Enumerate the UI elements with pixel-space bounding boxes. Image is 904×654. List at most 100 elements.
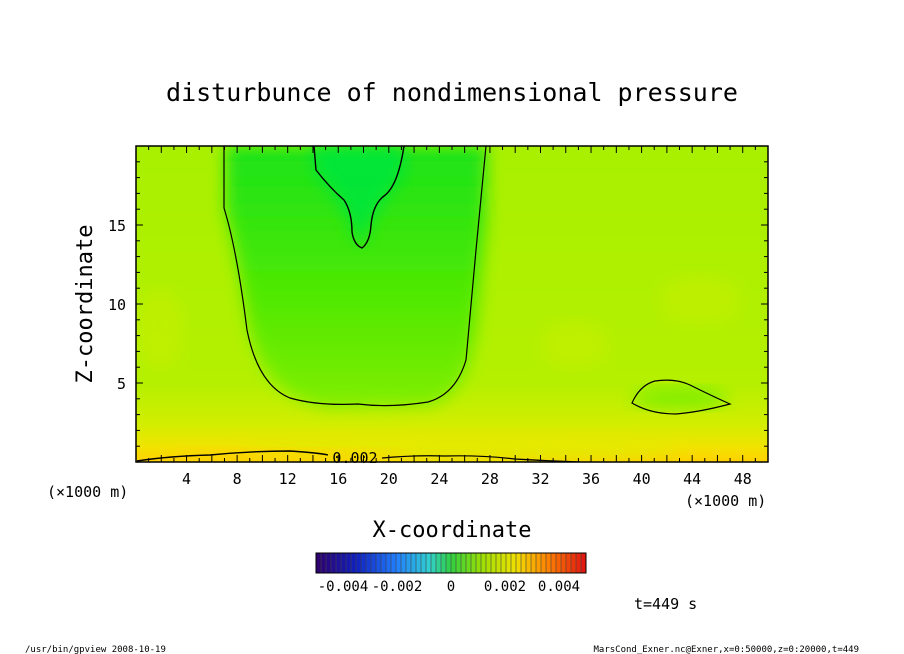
field-trough: [226, 146, 486, 408]
colorbar-cell: [561, 553, 566, 573]
colorbar-cell: [396, 553, 401, 573]
x-tick-label: 20: [380, 470, 398, 488]
colorbar-tick-label: -0.002: [372, 579, 423, 595]
x-tick-label: 36: [582, 470, 600, 488]
contour-label: 0.002: [332, 449, 377, 467]
contour-line: [223, 146, 487, 407]
colorbar-cell: [476, 553, 481, 573]
colorbar-cell: [581, 553, 586, 573]
y-tick-label: 5: [117, 375, 126, 393]
colorbar-tick-label: 0.002: [484, 579, 526, 595]
time-label: t=449 s: [634, 595, 697, 613]
colorbar-cell: [321, 553, 326, 573]
colorbar-cell: [526, 553, 531, 573]
colorbar-cell: [461, 553, 466, 573]
colorbar-cell: [386, 553, 391, 573]
colorbar-cell: [416, 553, 421, 573]
colorbar-cell: [456, 553, 461, 573]
colorbar-cell: [501, 553, 506, 573]
colorbar-cell: [436, 553, 441, 573]
colorbar-cell: [336, 553, 341, 573]
colorbar-cell: [441, 553, 446, 573]
x-tick-label: 40: [633, 470, 651, 488]
colorbar-cell: [506, 553, 511, 573]
y-tick-label: 15: [108, 217, 126, 235]
colorbar-cell: [401, 553, 406, 573]
colorbar-cell: [466, 553, 471, 573]
colorbar-cell: [376, 553, 381, 573]
colorbar-cell: [531, 553, 536, 573]
field-cell: [632, 386, 728, 410]
colorbar-cell: [426, 553, 431, 573]
colorbar-cells: [315, 553, 586, 573]
plot-area: [136, 146, 768, 462]
colorbar-cell: [536, 553, 541, 573]
x-tick-label: 24: [430, 470, 448, 488]
x-tick-label: 4: [182, 470, 191, 488]
x-tick-label: 12: [279, 470, 297, 488]
colorbar-cell: [431, 553, 436, 573]
contour-line: [313, 146, 405, 249]
colorbar-cell: [576, 553, 581, 573]
x-unit-left: (×1000 m): [47, 483, 128, 501]
colorbar: -0.004 -0.002 0 0.002 0.004: [315, 552, 587, 595]
x-tick-label: 44: [683, 470, 701, 488]
contour-line: [381, 455, 581, 462]
x-axis-label: X-coordinate: [373, 518, 532, 543]
contour-line: [631, 379, 732, 415]
field-patch: [170, 449, 410, 462]
colorbar-cell: [406, 553, 411, 573]
colorbar-cell: [486, 553, 491, 573]
x-tick-label: 28: [481, 470, 499, 488]
colorbar-labels: -0.004 -0.002 0 0.002 0.004: [318, 579, 580, 595]
y-axis-label: Z-coordinate: [73, 225, 98, 384]
colorbar-cell: [346, 553, 351, 573]
colorbar-cell: [381, 553, 386, 573]
field-patch: [540, 320, 610, 370]
colorbar-cell: [571, 553, 576, 573]
colorbar-cell: [341, 553, 346, 573]
colorbar-cell: [511, 553, 516, 573]
colorbar-cell: [356, 553, 361, 573]
colorbar-cell: [551, 553, 556, 573]
colorbar-cell: [491, 553, 496, 573]
field-patch: [136, 290, 185, 370]
colorbar-cell: [366, 553, 371, 573]
colorbar-frame: [315, 552, 587, 574]
frame-ticks: [136, 146, 768, 462]
x-tick-label: 16: [329, 470, 347, 488]
colorbar-cell: [411, 553, 416, 573]
x-tick-label: 8: [233, 470, 242, 488]
colorbar-cell: [471, 553, 476, 573]
colorbar-cell: [496, 553, 501, 573]
colorbar-cell: [541, 553, 546, 573]
colorbar-cell: [556, 553, 561, 573]
colorbar-tick-label: -0.004: [318, 579, 369, 595]
y-tick-labels: 5 10 15: [108, 217, 126, 393]
colorbar-cell: [481, 553, 486, 573]
x-tick-label: 48: [734, 470, 752, 488]
colorbar-cell: [371, 553, 376, 573]
colorbar-cell: [566, 553, 571, 573]
field-patch: [660, 275, 740, 325]
colorbar-cell: [391, 553, 396, 573]
x-unit-right: (×1000 m): [685, 492, 766, 510]
colorbar-cell: [546, 553, 551, 573]
contour-line: [136, 450, 329, 462]
colorbar-cell: [521, 553, 526, 573]
colorbar-cell: [331, 553, 336, 573]
colorbar-cell: [446, 553, 451, 573]
colorbar-cell: [361, 553, 366, 573]
colorbar-tick-label: 0: [447, 579, 455, 595]
colorbar-cell: [451, 553, 456, 573]
x-tick-label: 32: [531, 470, 549, 488]
colorbar-cell: [326, 553, 331, 573]
footer-right: MarsCond_Exner.nc@Exner,x=0:50000,z=0:20…: [593, 645, 859, 654]
colorbar-cell: [516, 553, 521, 573]
colorbar-cell: [351, 553, 356, 573]
chart-title: disturbunce of nondimensional pressure: [166, 78, 738, 107]
footer-left: /usr/bin/gpview 2008-10-19: [25, 645, 166, 654]
y-tick-label: 10: [108, 296, 126, 314]
field-core: [312, 146, 404, 248]
